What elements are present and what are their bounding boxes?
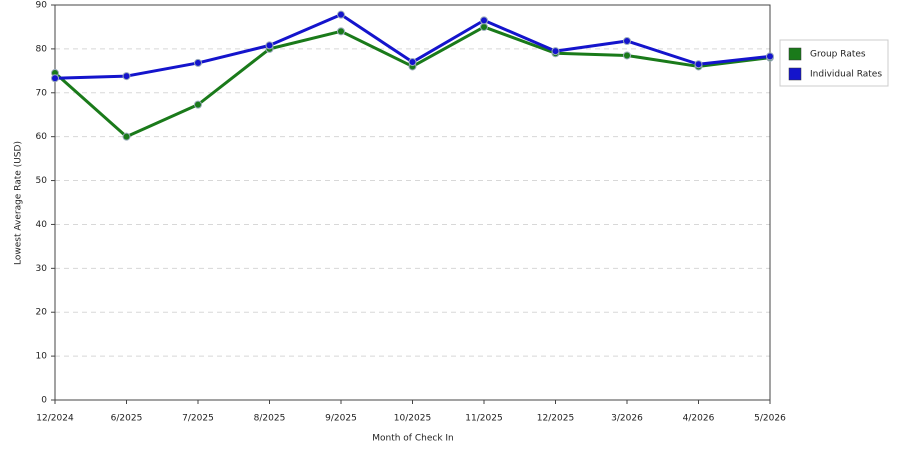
series-line — [54, 25, 771, 139]
x-tick-label: 3/2026 — [611, 414, 643, 424]
y-tick-label: 30 — [36, 264, 48, 274]
y-tick-label: 40 — [36, 220, 48, 230]
data-point — [51, 74, 59, 83]
data-point — [766, 52, 774, 61]
x-tick-label: 8/2025 — [254, 414, 286, 424]
x-tick-label: 11/2025 — [465, 414, 502, 424]
data-point — [694, 60, 703, 69]
data-point — [480, 16, 488, 25]
x-tick-label: 4/2026 — [683, 414, 715, 424]
data-point — [122, 132, 131, 141]
legend-label: Group Rates — [810, 50, 866, 60]
data-point — [337, 10, 345, 19]
legend-swatch — [788, 67, 802, 81]
y-tick-label: 50 — [36, 176, 48, 186]
y-tick-label: 10 — [36, 352, 48, 362]
data-point — [623, 51, 631, 60]
x-axis-label: Month of Check In — [372, 434, 454, 444]
y-tick-label: 0 — [41, 396, 47, 406]
x-tick-label: 12/2025 — [537, 414, 574, 424]
data-point — [194, 58, 202, 67]
data-point — [480, 22, 488, 31]
data-point — [265, 41, 274, 50]
y-axis-label: Lowest Average Rate (USD) — [14, 141, 24, 265]
x-tick-label: 6/2025 — [111, 414, 143, 424]
data-point — [551, 47, 560, 56]
data-point — [194, 100, 202, 109]
y-tick-label: 60 — [36, 132, 48, 142]
x-tick-label: 12/2024 — [36, 414, 74, 424]
legend-label: Individual Rates — [810, 70, 882, 80]
y-tick-label: 80 — [36, 44, 48, 54]
x-tick-label: 7/2025 — [182, 414, 214, 424]
x-tick-label: 10/2025 — [394, 414, 431, 424]
x-tick-label: 5/2026 — [754, 414, 786, 424]
y-tick-label: 20 — [36, 308, 48, 318]
data-point — [408, 58, 417, 67]
legend-swatch — [788, 47, 802, 61]
x-tick-label: 9/2025 — [325, 414, 357, 424]
y-tick-label: 70 — [36, 88, 48, 98]
data-point — [623, 36, 631, 45]
data-point — [337, 27, 345, 36]
data-point — [122, 72, 131, 81]
y-tick-label: 90 — [36, 1, 48, 11]
